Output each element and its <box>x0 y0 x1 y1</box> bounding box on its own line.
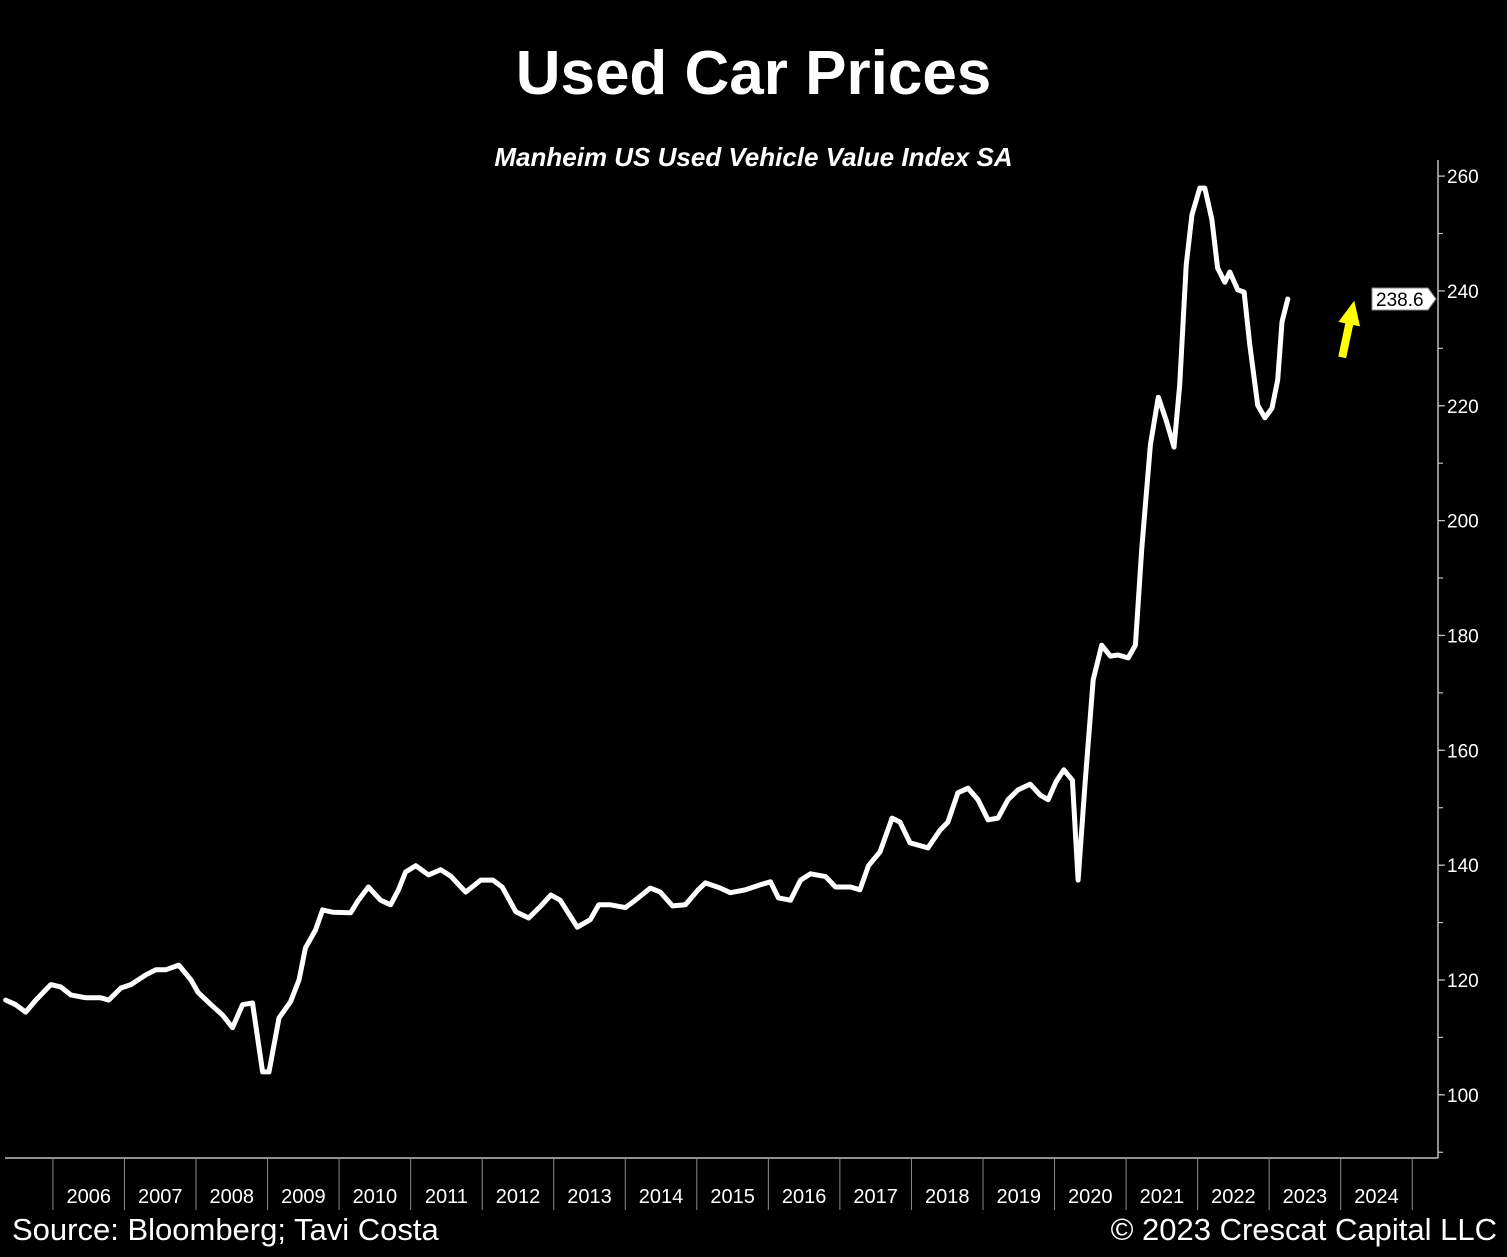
x-tick-label: 2006 <box>66 1186 111 1208</box>
chart-subtitle: Manheim US Used Vehicle Value Index SA <box>494 142 1013 172</box>
x-tick-label: 2015 <box>710 1186 755 1208</box>
y-tick-label: 140 <box>1447 856 1479 877</box>
y-tick-label: 240 <box>1447 282 1479 303</box>
x-tick-label: 2020 <box>1068 1186 1113 1208</box>
x-tick-label: 2018 <box>925 1186 970 1208</box>
arrow-head <box>1338 300 1361 327</box>
x-tick-label: 2024 <box>1354 1186 1399 1208</box>
x-tick-label: 2008 <box>210 1186 255 1208</box>
x-tick-label: 2014 <box>639 1186 684 1208</box>
arrow-shaft <box>1338 321 1354 359</box>
x-tick-label: 2016 <box>782 1186 827 1208</box>
y-tick-label: 160 <box>1447 741 1479 762</box>
y-tick-label: 260 <box>1447 167 1479 188</box>
x-tick-label: 2010 <box>353 1186 398 1208</box>
last-value-label: 238.6 <box>1376 290 1424 311</box>
x-tick-label: 2013 <box>567 1186 612 1208</box>
x-tick-label: 2009 <box>281 1186 326 1208</box>
y-tick-label: 200 <box>1447 512 1479 533</box>
x-tick-label: 2011 <box>425 1186 468 1208</box>
y-tick-label: 120 <box>1447 971 1479 992</box>
series-line <box>3 185 1291 1075</box>
source-note: Source: Bloomberg; Tavi Costa <box>12 1212 439 1247</box>
last-value-tag <box>1371 287 1437 311</box>
x-tick-label: 2007 <box>138 1186 183 1208</box>
y-tick-label: 180 <box>1447 626 1479 647</box>
y-tick-label: 100 <box>1447 1086 1479 1107</box>
x-tick-label: 2022 <box>1211 1186 1256 1208</box>
x-tick-label: 2019 <box>997 1186 1042 1208</box>
x-tick-label: 2017 <box>853 1186 898 1208</box>
yellow-up-arrow-icon <box>1338 300 1361 359</box>
chart-title: Used Car Prices <box>515 39 992 108</box>
y-tick-label: 220 <box>1447 397 1479 418</box>
x-tick-label: 2021 <box>1140 1186 1185 1208</box>
x-tick-label: 2012 <box>496 1186 541 1208</box>
x-tick-label: 2023 <box>1283 1186 1328 1208</box>
copyright-note: © 2023 Crescat Capital LLC <box>1110 1212 1497 1247</box>
